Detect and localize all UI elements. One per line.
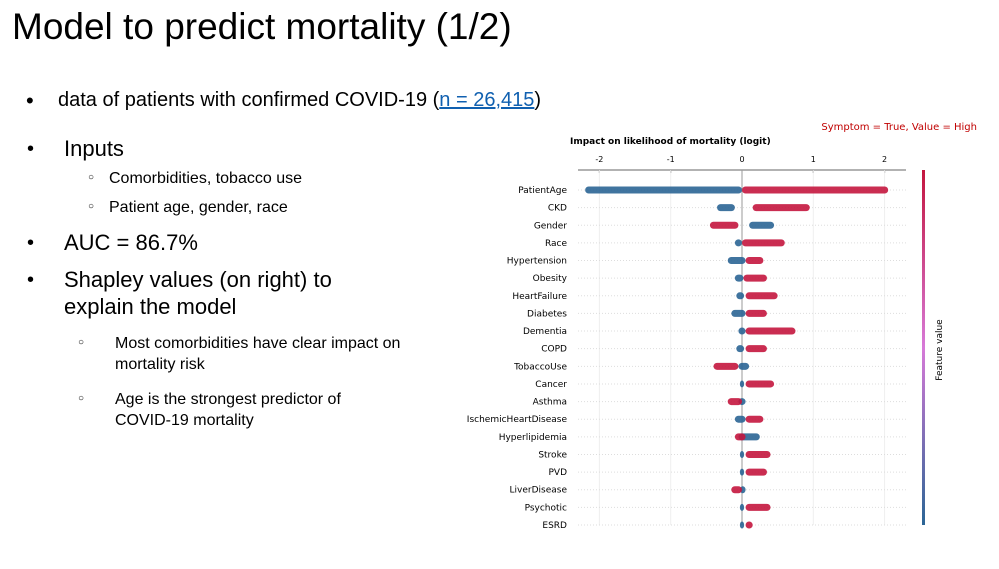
y-tick-label: ESRD	[542, 521, 567, 531]
y-tick-label: Gender	[534, 221, 567, 231]
swarm-low	[739, 503, 745, 511]
bullet: •	[27, 269, 35, 291]
y-tick-label: PVD	[548, 468, 567, 478]
sub-bullet: ○	[88, 201, 95, 212]
swarm-low	[736, 345, 745, 353]
bullet-text: Shapley values (on right) to explain the…	[64, 267, 332, 319]
swarm-low	[738, 327, 746, 335]
x-tick-label: 1	[811, 155, 816, 164]
y-tick-label: Dementia	[523, 327, 567, 337]
bullet: •	[27, 138, 35, 160]
swarm-high	[745, 503, 771, 511]
swarm-low	[717, 204, 735, 212]
y-tick-label: Hypertension	[507, 257, 567, 267]
y-tick-label: Psychotic	[525, 503, 567, 513]
bullet: •	[26, 88, 34, 113]
bullet-text: AUC = 86.7%	[64, 230, 198, 255]
sub-bullet-text: Age is the strongest predictor of COVID-…	[115, 391, 341, 429]
sub-bullet-text: Most comorbidities have clear impact on …	[115, 335, 401, 373]
swarm-high	[745, 257, 764, 265]
swarm-high	[742, 239, 785, 247]
y-tick-label: Diabetes	[527, 309, 567, 319]
y-tick-label: Race	[545, 239, 568, 249]
bullet-text: Inputs	[64, 136, 124, 161]
x-tick-label: -2	[595, 155, 603, 164]
x-tick-label: -1	[667, 155, 675, 164]
swarm-low	[585, 186, 742, 194]
sub-bullet-text: Comorbidities, tobacco use	[109, 170, 302, 187]
y-tick-label: CKD	[548, 204, 567, 214]
swarm-low	[739, 521, 745, 529]
swarm-high	[745, 345, 767, 353]
swarm-high	[709, 221, 739, 229]
swarm-high	[745, 309, 767, 317]
slide-title: Model to predict mortality (1/2)	[12, 6, 512, 47]
swarm-low	[739, 468, 745, 476]
swarm-low	[736, 292, 745, 300]
swarm-high	[745, 415, 764, 423]
swarm-high	[734, 433, 746, 441]
chart-title: Impact on likelihood of mortality (logit…	[570, 137, 771, 147]
chart: Symptom = True, Value = High Impact on l…	[467, 122, 977, 531]
y-tick-label: Cancer	[535, 380, 567, 390]
sub-bullet: ○	[88, 172, 95, 183]
y-tick-label: LiverDisease	[510, 486, 568, 496]
sub-bullet: ○	[78, 393, 85, 404]
link[interactable]: n = 26,415	[439, 89, 535, 111]
colorbar-label: Feature value	[935, 319, 945, 381]
swarm-low	[734, 239, 742, 247]
text: )	[534, 89, 542, 111]
swarm-high	[745, 292, 778, 300]
swarm-low	[731, 309, 746, 317]
annotation: Symptom = True, Value = High	[821, 122, 977, 133]
swarm-high	[745, 521, 753, 529]
swarm-low	[739, 450, 745, 458]
swarm-high	[731, 486, 742, 494]
swarm-low	[727, 257, 746, 265]
swarm-high	[742, 186, 889, 194]
y-tick-label: IschemicHeartDisease	[467, 415, 568, 425]
y-tick-label: Obesity	[533, 274, 568, 284]
swarm-high	[745, 380, 775, 388]
y-tick-label: HeartFailure	[512, 292, 567, 302]
swarm-high	[743, 274, 767, 282]
swarm-low	[739, 380, 745, 388]
y-tick-label: Hyperlipidemia	[499, 433, 567, 443]
colorbar	[922, 170, 925, 525]
swarm-high	[752, 204, 810, 212]
y-tick-label: Stroke	[538, 450, 567, 460]
swarm-low	[738, 362, 750, 370]
y-tick-label: Asthma	[533, 398, 567, 408]
sub-bullet: ○	[78, 337, 85, 348]
swarm-high	[745, 450, 771, 458]
y-tick-label: PatientAge	[518, 186, 567, 196]
swarm-low	[734, 415, 746, 423]
x-tick-label: 2	[882, 155, 887, 164]
swarm-low	[734, 274, 744, 282]
swarm-low	[749, 221, 775, 229]
bullet-text: data of patients with confirmed COVID-19…	[58, 89, 541, 112]
y-tick-label: TobaccoUse	[513, 362, 567, 372]
y-tick-label: COPD	[541, 345, 567, 355]
swarm-high	[745, 468, 767, 476]
bullet: •	[27, 232, 35, 254]
text: data of patients with confirmed COVID-19…	[58, 89, 440, 111]
swarm-high	[745, 327, 796, 335]
x-tick-label: 0	[739, 155, 744, 164]
sub-bullet-text: Patient age, gender, race	[109, 199, 288, 216]
swarm-high	[727, 398, 742, 406]
swarm-high	[713, 362, 739, 370]
